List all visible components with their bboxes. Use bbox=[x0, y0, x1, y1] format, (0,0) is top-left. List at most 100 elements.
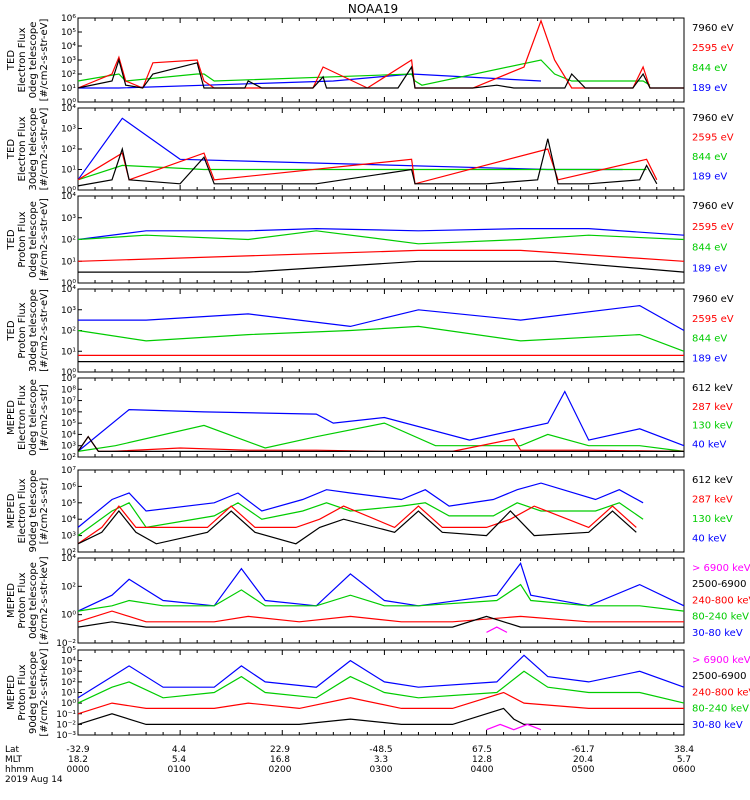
y-tick-label: 10⁴ bbox=[61, 285, 76, 295]
footer-row-label: Lat bbox=[5, 745, 20, 755]
y-tick-label: 10¹ bbox=[61, 689, 76, 699]
y-axis-label: 90deg telescope bbox=[28, 469, 39, 552]
series-line bbox=[78, 73, 542, 89]
series-line bbox=[77, 117, 623, 181]
y-tick-label: 10⁻¹ bbox=[56, 710, 76, 720]
panel-6: 10² 10³ 10⁴ 10⁵ 10⁶ 10⁷ MEPED Electron Flux 90de… bbox=[6, 466, 733, 558]
plot-frame bbox=[77, 17, 685, 103]
y-tick-label: 10⁰ bbox=[61, 186, 76, 196]
y-tick-label: 10⁴ bbox=[61, 515, 76, 525]
channel-label: 240-800 keV bbox=[692, 595, 750, 606]
series-line bbox=[77, 502, 644, 537]
y-axis-label: Proton Flux bbox=[17, 211, 28, 267]
channel-label: 130 keV bbox=[692, 514, 733, 525]
footer-value: 0000 bbox=[67, 765, 90, 775]
y-axis-label: 0deg telescope bbox=[28, 379, 39, 456]
y-tick-label: 10⁴ bbox=[61, 192, 76, 202]
series-line bbox=[77, 615, 684, 628]
series-line bbox=[77, 422, 685, 452]
y-axis-label: [#/cm2-s-str-eV] bbox=[39, 19, 50, 102]
y-axis-label: 30deg telescope bbox=[28, 107, 39, 190]
series-line bbox=[77, 691, 684, 715]
y-tick-label: 10³ bbox=[61, 306, 76, 316]
y-tick-label: 10³ bbox=[61, 442, 76, 452]
y-axis-label: Electron Flux bbox=[17, 478, 28, 543]
y-axis-label: [#/cm2-s-str-keV] bbox=[39, 648, 50, 736]
channel-label: 30-80 keV bbox=[692, 720, 743, 731]
series-line bbox=[77, 505, 637, 545]
footer-value: 3.3 bbox=[374, 755, 388, 765]
y-tick-label: 10² bbox=[61, 548, 76, 558]
series-line bbox=[77, 510, 637, 545]
footer-row-label: hhmm bbox=[5, 765, 34, 775]
y-tick-label: 10² bbox=[61, 453, 76, 463]
y-tick-label: 10⁸ bbox=[61, 385, 76, 395]
y-tick-label: 10⁰ bbox=[61, 699, 76, 709]
footer-value: 5.7 bbox=[677, 755, 691, 765]
y-tick-label: 10⁰ bbox=[61, 368, 76, 378]
footer-value: -32.9 bbox=[66, 745, 90, 755]
series-line bbox=[77, 227, 685, 241]
y-axis-label: 90deg telescope bbox=[28, 651, 39, 734]
y-axis-label: [#/cm2-s-str] bbox=[39, 384, 50, 451]
footer-value: 0200 bbox=[269, 765, 292, 775]
y-tick-label: 10³ bbox=[61, 125, 76, 135]
series-line bbox=[77, 707, 684, 726]
panel-4: 10⁰ 10¹ 10² 10³ 10⁴ TED Proton Flux 30deg teles… bbox=[6, 285, 734, 378]
y-tick-label: 10² bbox=[61, 327, 76, 337]
y-tick-label: 10² bbox=[61, 70, 76, 80]
y-axis-label: [#/cm2-s-str-eV] bbox=[39, 108, 50, 191]
y-axis-label: Proton Flux bbox=[17, 302, 28, 358]
y-tick-label: 10¹ bbox=[61, 166, 76, 176]
channel-label: 844 eV bbox=[692, 243, 727, 254]
channel-label: 844 eV bbox=[692, 63, 727, 74]
y-axis-label: TED bbox=[6, 320, 17, 341]
panel-3: 10⁰ 10¹ 10² 10³ 10⁴ TED Proton Flux 0deg telesc… bbox=[6, 192, 734, 289]
panel-1: 10⁰ 10¹ 10² 10³ 10⁴ 10⁵ 10⁶ TED Electron Flux 0de… bbox=[6, 14, 734, 108]
y-axis-label: [#/cm2-s-str-eV] bbox=[39, 289, 50, 372]
channel-label: 40 keV bbox=[692, 534, 726, 545]
channel-label: 7960 eV bbox=[692, 294, 734, 305]
y-axis-label: 0deg telescope bbox=[28, 562, 39, 639]
plot-frame bbox=[77, 469, 685, 553]
series-line bbox=[77, 390, 685, 452]
y-tick-label: 10⁵ bbox=[61, 646, 76, 656]
y-axis-label: 30deg telescope bbox=[28, 289, 39, 372]
y-tick-label: 10⁶ bbox=[61, 408, 76, 418]
channel-label: 2595 eV bbox=[692, 133, 734, 144]
y-tick-label: 10³ bbox=[61, 532, 76, 542]
footer-value: 38.4 bbox=[674, 745, 694, 755]
channel-label: 189 eV bbox=[692, 353, 727, 364]
y-axis-label: Proton Flux bbox=[17, 664, 28, 720]
channel-label: 130 keV bbox=[692, 421, 733, 432]
y-tick-label: 10¹ bbox=[61, 257, 76, 267]
panel-7: 10⁻² 10⁰ 10² 10⁴ MEPED Proton Flux 0deg telesc… bbox=[6, 554, 750, 649]
series-line bbox=[77, 654, 685, 699]
series-line bbox=[77, 610, 684, 623]
footer-value: 0400 bbox=[471, 765, 494, 775]
y-tick-label: 10² bbox=[61, 582, 76, 592]
channel-label: > 6900 keV bbox=[692, 563, 750, 574]
footer-value: 16.8 bbox=[270, 755, 290, 765]
y-tick-label: 10⁰ bbox=[61, 98, 76, 108]
series-line bbox=[77, 670, 685, 704]
footer-value: -61.7 bbox=[571, 745, 594, 755]
y-axis-label: MEPED bbox=[6, 400, 17, 435]
series-line bbox=[77, 249, 685, 262]
footer-value: 5.4 bbox=[172, 755, 187, 765]
series-line bbox=[486, 626, 508, 633]
y-axis-label: MEPED bbox=[6, 493, 17, 528]
footer-value: 0600 bbox=[673, 765, 696, 775]
y-tick-label: 10⁷ bbox=[61, 397, 76, 407]
channel-label: 612 keV bbox=[692, 383, 733, 394]
channel-label: 80-240 keV bbox=[692, 704, 749, 715]
footer-value: 67.5 bbox=[472, 745, 492, 755]
y-axis-label: Electron Flux bbox=[17, 116, 28, 181]
channel-label: 189 eV bbox=[692, 172, 727, 183]
series-line bbox=[77, 57, 684, 89]
series-line bbox=[77, 164, 647, 181]
footer-value: 22.9 bbox=[270, 745, 290, 755]
series-line bbox=[77, 482, 644, 528]
channel-label: 844 eV bbox=[692, 152, 727, 163]
